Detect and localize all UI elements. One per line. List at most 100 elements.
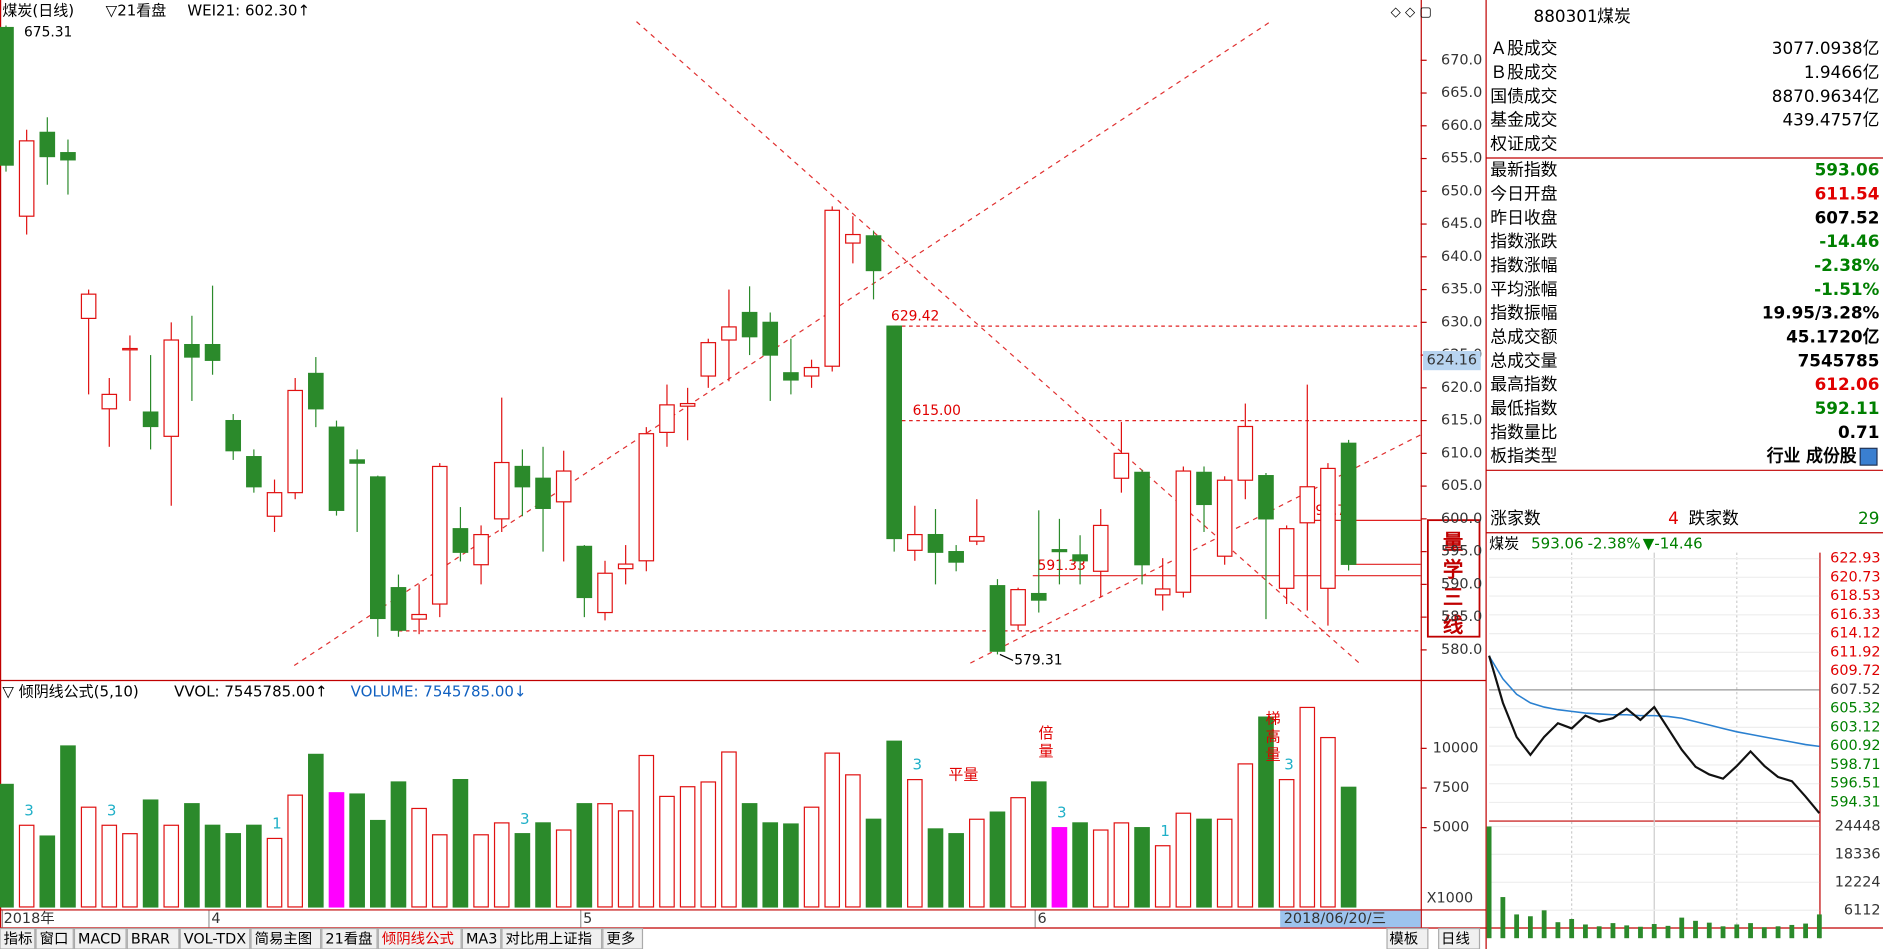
candle-body xyxy=(184,343,200,358)
volume-bar xyxy=(1154,845,1171,908)
quote-value: 19.95/3.28% xyxy=(1762,303,1880,323)
intraday-volume-bar xyxy=(1486,826,1492,939)
tab[interactable] xyxy=(461,927,502,949)
tab-label[interactable]: 更多 xyxy=(606,930,635,947)
intraday-volume-bar xyxy=(1610,923,1616,939)
quote-value: -14.46 xyxy=(1819,231,1879,251)
intraday-volume-bar xyxy=(1803,923,1808,939)
quote-value: 439.4757亿 xyxy=(1782,110,1879,130)
quote-name: 煤炭 xyxy=(1597,6,1631,26)
intraday-tick-label: 605.32 xyxy=(1830,701,1880,717)
tab[interactable] xyxy=(250,927,322,949)
quote-value: 593.06 xyxy=(1815,160,1880,180)
tab[interactable] xyxy=(126,927,180,949)
volume-bar xyxy=(101,824,118,908)
intraday-tick-label: 603.12 xyxy=(1830,719,1880,735)
candle-body xyxy=(308,372,324,410)
candle-body xyxy=(1175,470,1192,593)
volume-bar xyxy=(328,792,345,908)
window-icons[interactable]: ◇ ◇ ▢ xyxy=(1391,5,1432,20)
candle-body xyxy=(1030,592,1047,601)
volume-bar xyxy=(927,828,944,908)
volume-bar xyxy=(679,786,696,908)
candle-body xyxy=(60,152,76,161)
candle-body xyxy=(80,293,97,319)
side-tag-box[interactable] xyxy=(1426,519,1481,638)
tab-label[interactable]: 窗口 xyxy=(40,929,69,947)
volume-bar xyxy=(1258,716,1274,908)
cursor-price: 624.16 xyxy=(1427,353,1477,369)
tab-label[interactable]: 对比用上证指 xyxy=(506,930,592,947)
intraday-vol-label: 12224 xyxy=(1835,874,1881,890)
volume-bar xyxy=(1340,786,1357,908)
quote-label: 总成交量 xyxy=(1490,350,1557,370)
intraday-volume-bar xyxy=(1624,925,1630,939)
tab[interactable] xyxy=(179,927,251,949)
vvol: VVOL: 7545785.00↑ xyxy=(174,682,327,700)
date-label: 2018年 xyxy=(4,910,55,927)
volume-bar xyxy=(1320,736,1336,908)
volume-bar xyxy=(700,781,717,908)
tab[interactable] xyxy=(73,927,127,949)
tab-label[interactable]: MA3 xyxy=(466,931,497,947)
tab[interactable] xyxy=(321,927,378,949)
candle-body xyxy=(638,433,655,562)
volume-bar xyxy=(803,806,820,908)
tab-label[interactable]: BRAR xyxy=(131,931,170,947)
candle-body xyxy=(969,535,985,542)
intraday-tick-label: 620.73 xyxy=(1830,569,1880,585)
cursor-price-box xyxy=(1423,350,1481,371)
intraday-volume-bar xyxy=(1679,917,1685,939)
up-count: 4 xyxy=(1668,508,1679,528)
menu[interactable]: ▽21看盘 xyxy=(106,1,167,19)
vol-tick-label: 10000 xyxy=(1433,740,1479,756)
tab-label[interactable]: MACD xyxy=(78,931,121,947)
intraday-name: 煤炭 xyxy=(1489,535,1519,553)
candle-body xyxy=(225,419,242,452)
tab[interactable] xyxy=(0,927,36,949)
volume-bar xyxy=(638,754,655,908)
signal: 3 xyxy=(912,756,922,774)
candle-body xyxy=(39,131,56,158)
intraday-volume-bar xyxy=(1514,914,1520,939)
candle-body xyxy=(287,389,303,494)
tab[interactable] xyxy=(377,927,462,949)
date-tag-box xyxy=(1280,910,1421,928)
tab-label[interactable]: 21看盘 xyxy=(325,929,372,947)
quote-value: 0.71 xyxy=(1838,422,1879,442)
side-tab-label[interactable]: 模板 xyxy=(1389,929,1418,947)
intraday-tick-label: 600.92 xyxy=(1830,738,1880,754)
volume-bar xyxy=(1175,812,1192,908)
y-tick-label: 615.0 xyxy=(1441,413,1482,429)
volume-bar xyxy=(741,803,758,908)
tab[interactable] xyxy=(35,927,74,949)
quote-value: 7545785 xyxy=(1798,350,1880,370)
tab[interactable] xyxy=(501,927,603,949)
candle-body xyxy=(927,533,944,553)
tab-label[interactable]: 简易主图 xyxy=(255,930,313,947)
date-tag: 2018/06/20/三 xyxy=(1284,911,1386,927)
tab[interactable] xyxy=(602,927,644,949)
tab-label[interactable]: 指标 xyxy=(4,930,33,947)
tab-label[interactable]: VOL-TDX xyxy=(184,931,246,947)
signal: 3 xyxy=(107,801,117,819)
candle-body xyxy=(142,411,159,428)
side-tag-char: 量 xyxy=(1443,530,1463,554)
volume-bar xyxy=(1092,829,1109,908)
intraday-tick-label: 596.51 xyxy=(1830,776,1880,792)
volume-bar xyxy=(783,823,799,908)
quote-value: 45.1720亿 xyxy=(1786,326,1879,346)
intraday-volume-bar xyxy=(1706,922,1712,939)
side-tab[interactable] xyxy=(1386,927,1429,949)
volume-bar xyxy=(865,818,882,908)
chart-title: 煤炭(日线) xyxy=(2,1,74,19)
tab-label[interactable]: 倾阴线公式 xyxy=(382,930,454,947)
y-tick-label: 605.0 xyxy=(1441,478,1482,494)
volume-bar xyxy=(907,778,923,908)
vol-tick-label: 5000 xyxy=(1433,820,1470,836)
candle-body xyxy=(1278,528,1295,589)
candle-body xyxy=(1216,479,1233,557)
side-tab-label[interactable]: 日线 xyxy=(1441,930,1470,947)
side-tab[interactable] xyxy=(1438,927,1481,949)
side-tag[interactable]: 量学三线 xyxy=(1443,530,1464,637)
